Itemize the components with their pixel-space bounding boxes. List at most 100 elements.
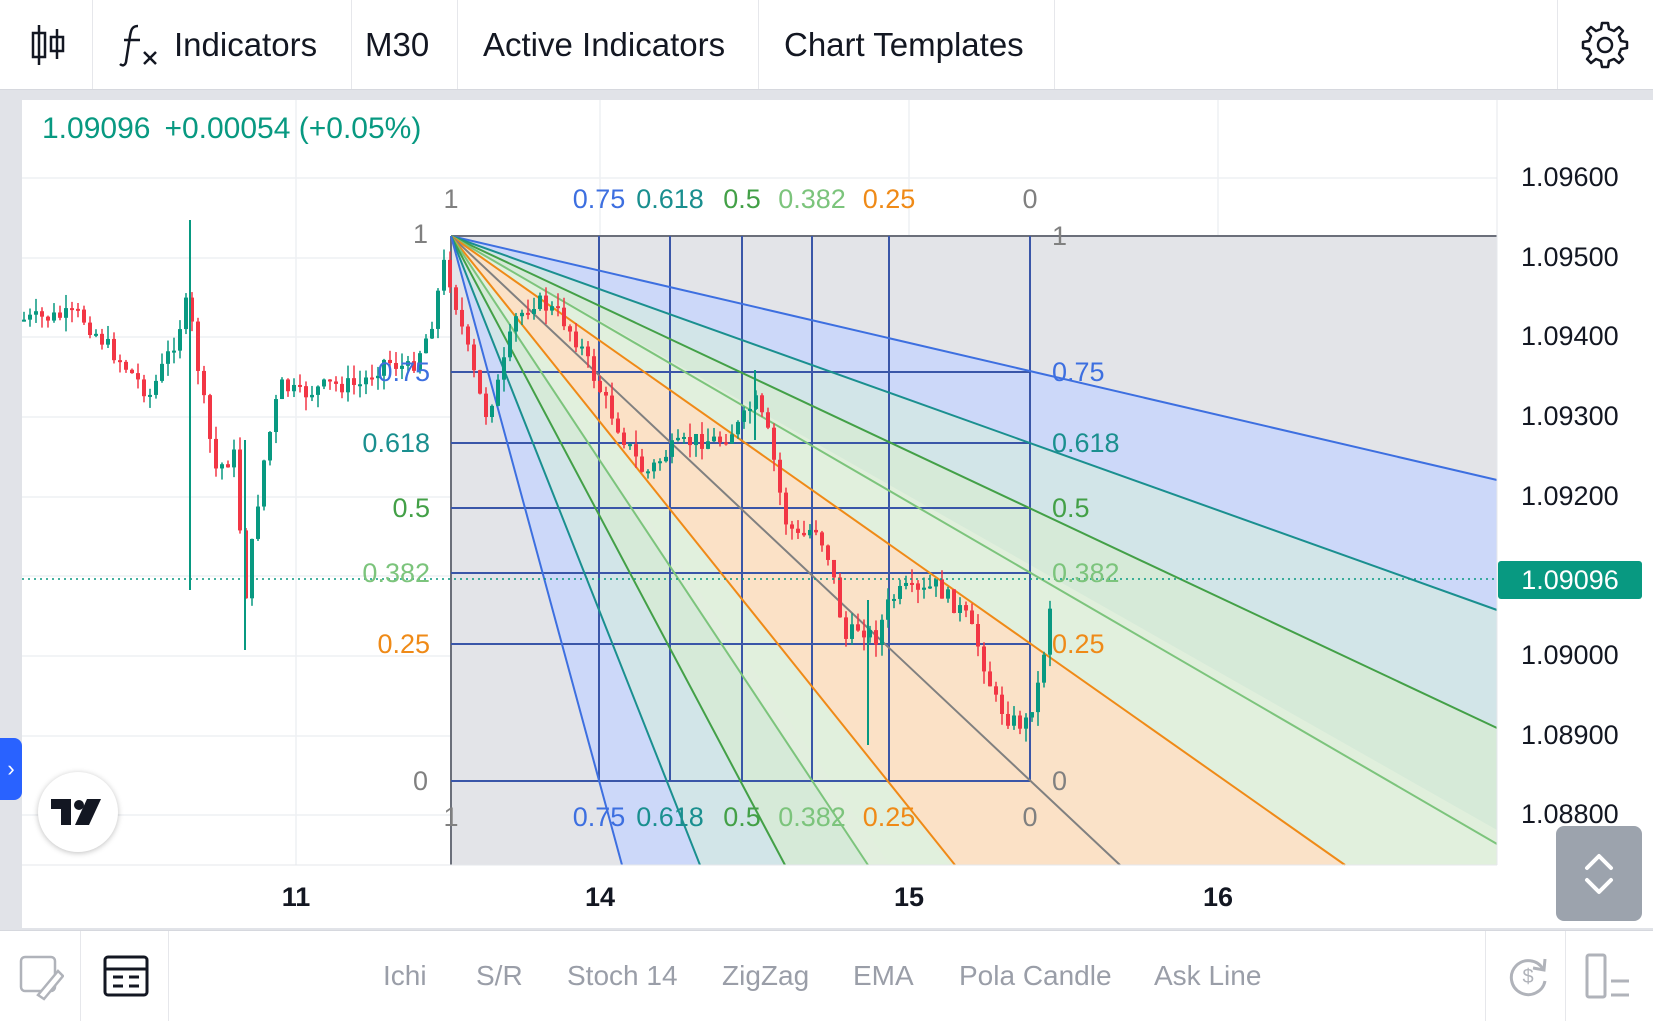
price-tick: 1.09400 — [1521, 321, 1619, 351]
candle-body — [766, 412, 770, 428]
candle-body — [400, 365, 404, 369]
candle-body — [658, 461, 662, 464]
candle-body — [892, 598, 896, 601]
expand-sidebar-handle[interactable]: › — [0, 738, 22, 800]
refresh-button[interactable]: $ — [1503, 951, 1553, 1006]
fib-bottom-label: 0.5 — [723, 802, 761, 832]
fan-ray-0.75-lower — [450, 235, 623, 866]
fib-left-label: 0.25 — [377, 629, 430, 659]
active-indicators-button[interactable]: Active Indicators — [483, 0, 725, 89]
candle-body — [634, 444, 638, 457]
candle-body — [664, 456, 668, 462]
candle-body — [490, 405, 494, 418]
candle-body — [172, 350, 176, 353]
fib-bottom-label: 0.25 — [863, 802, 916, 832]
candle-body — [700, 434, 704, 449]
scroll-price-button[interactable] — [1556, 826, 1642, 921]
chart-type-button[interactable] — [18, 0, 78, 89]
candle-body — [28, 314, 32, 320]
candle-body — [874, 630, 878, 645]
candle-body — [916, 583, 920, 590]
candle-body — [82, 309, 86, 323]
candle-body — [790, 524, 794, 529]
candle-body — [202, 370, 206, 396]
scroll-updown-icon — [1585, 853, 1613, 894]
candle-body — [70, 308, 74, 311]
current-price-badge: 1.09096 — [1498, 561, 1642, 599]
chart-templates-button[interactable]: Chart Templates — [784, 0, 1024, 89]
fib-top-label: 0 — [1022, 184, 1037, 214]
candle-body — [136, 373, 140, 380]
fib-right-label: 0.382 — [1052, 558, 1120, 588]
fib-left-label: 0.5 — [392, 493, 430, 523]
candle-body — [940, 579, 944, 599]
candle-body — [100, 333, 104, 345]
chip-ichi[interactable]: Ichi — [383, 960, 427, 991]
candle-body — [760, 395, 764, 413]
candle-body — [250, 538, 254, 599]
candle-body — [184, 297, 188, 330]
candle-body — [904, 582, 908, 586]
chart-templates-label: Chart Templates — [784, 25, 1024, 63]
candle-body — [724, 442, 728, 445]
timeframe-button[interactable]: M30 — [365, 0, 429, 89]
candle-body — [616, 418, 620, 433]
candle-body — [532, 309, 536, 314]
indicators-button[interactable]: Indicators — [118, 0, 317, 89]
chip-stoch[interactable]: Stoch 14 — [567, 960, 678, 991]
candle-body — [52, 312, 56, 321]
legend-price: 1.09096 — [42, 112, 151, 145]
candle-body — [982, 646, 986, 672]
candle-body — [544, 295, 548, 311]
candle-body — [946, 589, 950, 599]
chip-zigzag[interactable]: ZigZag — [722, 960, 810, 991]
candle-body — [346, 378, 350, 393]
layout-button[interactable] — [1583, 951, 1633, 1006]
fib-top-label: 1 — [443, 184, 458, 214]
candle-body — [1048, 608, 1052, 655]
candle-body — [718, 436, 722, 443]
tradingview-logo[interactable] — [38, 772, 118, 852]
candle-body — [424, 338, 428, 354]
candle-body — [1024, 717, 1028, 729]
candle-body — [934, 579, 938, 587]
candle-body — [46, 316, 50, 321]
fib-top-label: 0.618 — [636, 184, 704, 214]
fan-ray-0.382-upper — [450, 235, 1498, 845]
candlestick-series — [22, 220, 1052, 745]
candle-body — [988, 671, 992, 687]
candle-body — [886, 599, 890, 620]
time-tick: 15 — [893, 882, 925, 912]
chip-sr[interactable]: S/R — [476, 960, 523, 991]
price-tick: 1.09600 — [1521, 162, 1619, 192]
candle-body — [352, 378, 356, 385]
candle-body — [1036, 682, 1040, 713]
candle-body — [124, 361, 128, 370]
candle-body — [1006, 713, 1010, 726]
candle-body — [40, 311, 44, 317]
candle-body — [460, 309, 464, 327]
candle-body — [838, 577, 842, 618]
data-window-button[interactable] — [103, 955, 149, 1002]
candle-body — [610, 395, 614, 419]
settings-button[interactable] — [1575, 0, 1635, 89]
candle-body — [292, 384, 296, 392]
candle-body — [274, 399, 278, 433]
svg-text:$: $ — [1522, 966, 1533, 988]
candle-body — [148, 394, 152, 397]
candle-body — [130, 369, 134, 374]
drawing-tools-button[interactable] — [18, 951, 65, 1006]
candle-body — [316, 386, 320, 395]
candle-body — [580, 346, 584, 349]
candle-body — [952, 589, 956, 613]
candle-body — [208, 395, 212, 439]
candle-body — [142, 379, 146, 397]
fib-top-label: 0.382 — [778, 184, 846, 214]
candle-body — [382, 359, 386, 376]
chip-ema[interactable]: EMA — [853, 960, 914, 991]
ohlc-legend: 1.09096 +0.00054 (+0.05%) — [42, 112, 435, 146]
chip-pola-candle[interactable]: Pola Candle — [959, 960, 1112, 991]
chip-ask-line[interactable]: Ask Line — [1154, 960, 1262, 991]
